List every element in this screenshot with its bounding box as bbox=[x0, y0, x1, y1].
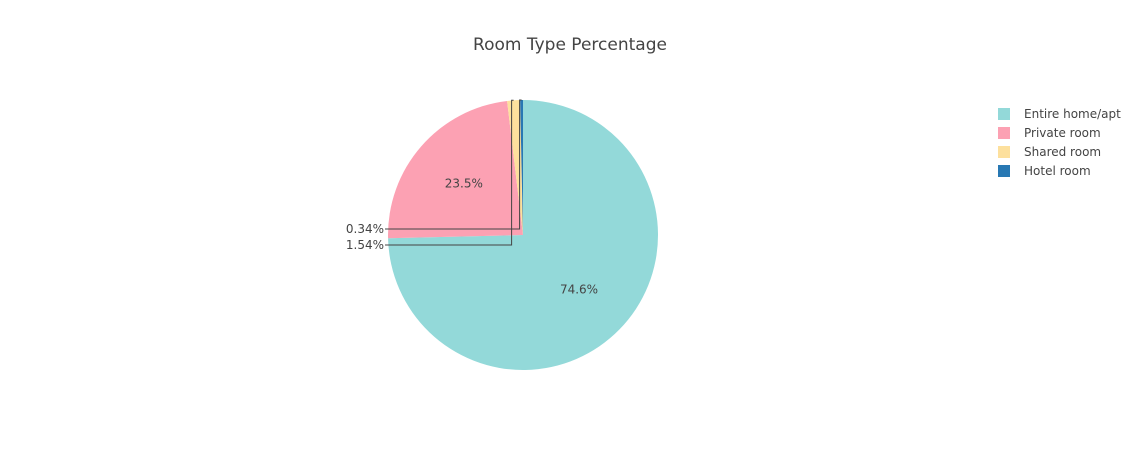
legend-swatch bbox=[998, 127, 1010, 139]
pie-labels: 74.6% 23.5% 0.34% 1.54% bbox=[346, 99, 598, 297]
pie-slice-hotel-room[interactable] bbox=[520, 100, 523, 235]
slice-label: 1.54% bbox=[346, 238, 384, 252]
legend-label: Hotel room bbox=[1024, 164, 1091, 178]
legend: Entire home/apt Private room Shared room Ho… bbox=[998, 107, 1121, 178]
chart-title: Room Type Percentage bbox=[473, 35, 667, 55]
label-leader-line bbox=[385, 99, 514, 246]
legend-item-entire-home-apt[interactable]: Entire home/apt bbox=[998, 107, 1121, 121]
slice-label: 74.6% bbox=[560, 283, 598, 297]
legend-swatch bbox=[998, 165, 1010, 177]
pie-slice-private-room[interactable] bbox=[388, 100, 523, 239]
legend-label: Entire home/apt bbox=[1024, 107, 1121, 121]
legend-label: Shared room bbox=[1024, 145, 1101, 159]
pie-slices bbox=[388, 100, 659, 370]
legend-swatch bbox=[998, 108, 1010, 120]
legend-item-private-room[interactable]: Private room bbox=[998, 126, 1101, 140]
pie-slice-entire-home-apt[interactable] bbox=[388, 100, 659, 370]
slice-label: 0.34% bbox=[346, 222, 384, 236]
label-leader-line bbox=[385, 99, 522, 230]
pie-slice-shared-room[interactable] bbox=[507, 100, 523, 235]
slice-label: 23.5% bbox=[445, 177, 483, 191]
legend-item-hotel-room[interactable]: Hotel room bbox=[998, 164, 1091, 178]
legend-label: Private room bbox=[1024, 126, 1101, 140]
legend-swatch bbox=[998, 146, 1010, 158]
legend-item-shared-room[interactable]: Shared room bbox=[998, 145, 1101, 159]
